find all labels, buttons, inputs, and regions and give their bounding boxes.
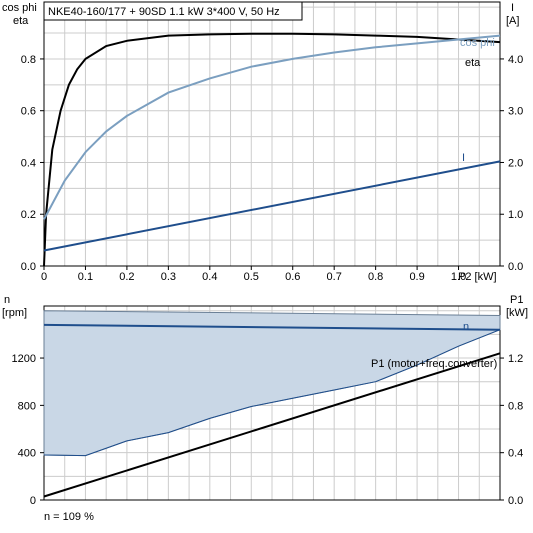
- legend-eta: eta: [465, 57, 481, 69]
- legend-cos-phi: cos phi: [460, 37, 495, 49]
- p1-curve: [43, 352, 501, 498]
- y-left-tick-label: 0.8: [21, 54, 36, 66]
- y-right-tick-label: 0.8: [508, 400, 523, 412]
- bottom-y-left-ticks: 0 400 800 1200: [12, 353, 44, 507]
- chart-title: NKE40-160/177 + 90SD 1.1 kW 3*400 V, 50 …: [48, 6, 280, 18]
- eta-curve: [43, 32, 501, 267]
- top-y-right-ticks: 0.0 1.0 2.0 3.0 4.0: [500, 54, 523, 273]
- y-left-tick-label: 0.2: [21, 209, 36, 221]
- x-tick-label: 0.4: [202, 271, 217, 283]
- x-tick-label: 0.9: [409, 271, 424, 283]
- top-x-ticks: 0 0.1 0.2 0.3 0.4 0.5 0.6 0.7 0.8 0.9 1.0: [41, 266, 466, 283]
- y-left-tick-label: 800: [18, 400, 36, 412]
- top-x-axis-label: P2 [kW]: [458, 271, 497, 283]
- x-tick-label: 0.8: [368, 271, 383, 283]
- y-right-tick-label: 1.2: [508, 353, 523, 365]
- current-curve: [43, 160, 501, 252]
- top-y-left-ticks: 0.0 0.2 0.4 0.6 0.8: [21, 54, 44, 273]
- bottom-left-axis-label-2: [rpm]: [2, 307, 27, 319]
- top-right-axis-label-2: [A]: [506, 15, 519, 27]
- y-left-tick-label: 1200: [12, 353, 36, 365]
- x-tick-label: 0.5: [244, 271, 259, 283]
- top-series: [43, 32, 501, 267]
- bottom-left-axis-label-1: n: [4, 294, 10, 306]
- x-tick-label: 0.2: [119, 271, 134, 283]
- y-right-tick-label: 0.0: [508, 261, 523, 273]
- x-tick-label: 0.3: [161, 271, 176, 283]
- top-left-axis-label-2: eta: [13, 15, 29, 27]
- speed-curve: [43, 323, 501, 331]
- bottom-right-axis-label-1: P1: [510, 294, 523, 306]
- y-right-tick-label: 0.0: [508, 495, 523, 507]
- x-tick-label: 0.7: [327, 271, 342, 283]
- x-tick-label: 0.1: [78, 271, 93, 283]
- legend-p1: P1 (motor+freq.converter): [371, 358, 497, 370]
- y-left-tick-label: 0.6: [21, 106, 36, 118]
- bottom-y-right-ticks: 0.0 0.4 0.8 1.2: [500, 353, 523, 507]
- speed-range-min-edge: [43, 329, 501, 457]
- x-tick-label: 1.0: [451, 271, 466, 283]
- y-right-tick-label: 2.0: [508, 157, 523, 169]
- bottom-right-axis-label-2: [kW]: [506, 307, 528, 319]
- title-box: [43, 1, 303, 21]
- x-tick-label: 0: [41, 271, 47, 283]
- y-left-tick-label: 0: [30, 495, 36, 507]
- legend-speed: n: [463, 321, 469, 333]
- y-right-tick-label: 4.0: [508, 54, 523, 66]
- x-tick-label: 0.6: [285, 271, 300, 283]
- y-right-tick-label: 1.0: [508, 209, 523, 221]
- top-right-axis-label-1: I: [511, 2, 514, 14]
- cos-phi-curve: [43, 34, 501, 220]
- legend-current: I: [462, 152, 465, 164]
- y-left-tick-label: 0.4: [21, 157, 36, 169]
- footer-note: n = 109 %: [44, 511, 94, 523]
- y-right-tick-label: 3.0: [508, 106, 523, 118]
- y-left-tick-label: 400: [18, 448, 36, 460]
- y-left-tick-label: 0.0: [21, 261, 36, 273]
- bottom-series: [43, 310, 501, 498]
- top-left-axis-label-1: cos phi: [2, 2, 37, 14]
- y-right-tick-label: 0.4: [508, 448, 523, 460]
